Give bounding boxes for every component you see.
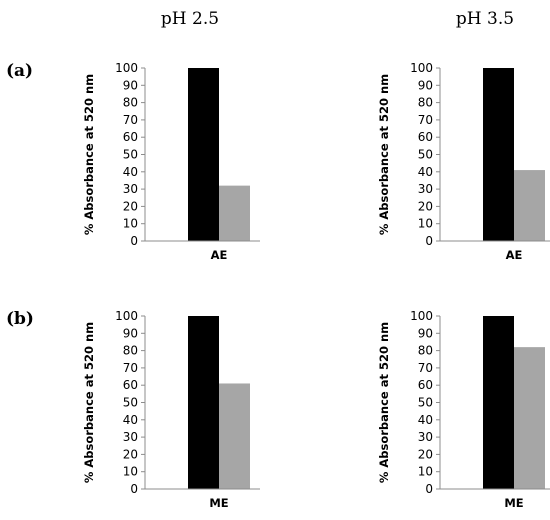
y-tick-label: 60 [418, 130, 433, 144]
y-tick-label: 0 [425, 482, 433, 496]
y-tick-label: 90 [123, 78, 138, 92]
y-tick-label: 0 [130, 482, 138, 496]
y-tick-label: 70 [418, 361, 433, 375]
y-tick-label: 100 [410, 61, 433, 75]
bar-me-series-2 [219, 383, 250, 489]
x-category-label: ME [209, 496, 228, 510]
y-tick-label: 20 [123, 447, 138, 461]
column-title-ph-3-5: pH 3.5 [456, 9, 514, 29]
y-tick-label: 0 [130, 234, 138, 248]
x-category-label: AE [506, 248, 523, 262]
y-tick-label: 40 [418, 165, 433, 179]
bar-ae-series-2 [514, 170, 545, 241]
bar-ae-series-1 [188, 68, 219, 241]
y-axis-label: % Absorbance at 520 nm [82, 322, 96, 483]
y-tick-label: 60 [418, 378, 433, 392]
y-tick-label: 100 [410, 309, 433, 323]
y-tick-label: 10 [418, 465, 433, 479]
x-category-label: AE [211, 248, 228, 262]
y-axis-label: % Absorbance at 520 nm [377, 322, 391, 483]
y-tick-label: 10 [418, 217, 433, 231]
y-tick-label: 80 [123, 96, 138, 110]
y-tick-label: 50 [123, 148, 138, 162]
y-tick-label: 80 [123, 344, 138, 358]
y-tick-label: 100 [115, 61, 138, 75]
chart-panel-4: 0 10 20 30 40 50 60 70 80 90 100 % Absorbance at 52… [377, 309, 550, 510]
bar-me-series-2 [514, 347, 545, 489]
y-tick-label: 80 [418, 96, 433, 110]
y-tick-label: 30 [418, 430, 433, 444]
y-tick-label: 20 [123, 199, 138, 213]
y-tick-label: 20 [418, 447, 433, 461]
row-label-a: (a) [6, 61, 33, 81]
y-tick-label: 30 [123, 430, 138, 444]
y-tick-label: 20 [418, 199, 433, 213]
chart-panel-1: 0 10 20 30 40 50 60 70 80 90 100 % Absorbance at 52… [82, 61, 260, 262]
y-axis-label: % Absorbance at 520 nm [377, 74, 391, 235]
y-axis-label: % Absorbance at 520 nm [82, 74, 96, 235]
y-tick-label: 70 [418, 113, 433, 127]
y-tick-label: 40 [418, 413, 433, 427]
x-category-label: ME [504, 496, 523, 510]
bar-ae-series-2 [219, 185, 250, 241]
y-tick-label: 70 [123, 361, 138, 375]
y-tick-label: 90 [418, 78, 433, 92]
bar-ae-series-1 [483, 68, 514, 241]
y-tick-label: 50 [418, 148, 433, 162]
y-tick-label: 100 [115, 309, 138, 323]
y-tick-label: 70 [123, 113, 138, 127]
y-tick-label: 90 [123, 326, 138, 340]
y-tick-label: 80 [418, 344, 433, 358]
y-tick-label: 10 [123, 465, 138, 479]
bar-me-series-1 [188, 316, 219, 489]
y-tick-label: 40 [123, 413, 138, 427]
bar-me-series-1 [483, 316, 514, 489]
y-tick-label: 30 [418, 182, 433, 196]
y-tick-label: 40 [123, 165, 138, 179]
y-tick-label: 30 [123, 182, 138, 196]
y-tick-label: 0 [425, 234, 433, 248]
chart-panel-3: 0 10 20 30 40 50 60 70 80 90 100 % Absorbance at 52… [82, 309, 260, 510]
chart-panel-2: 0 10 20 30 40 50 60 70 80 90 100 % Absorbance at 52… [377, 61, 550, 262]
row-label-b: (b) [6, 309, 34, 329]
y-tick-label: 50 [123, 396, 138, 410]
y-tick-label: 60 [123, 378, 138, 392]
y-tick-label: 10 [123, 217, 138, 231]
y-tick-label: 60 [123, 130, 138, 144]
column-title-ph-2-5: pH 2.5 [161, 9, 219, 29]
y-tick-label: 50 [418, 396, 433, 410]
y-tick-label: 90 [418, 326, 433, 340]
